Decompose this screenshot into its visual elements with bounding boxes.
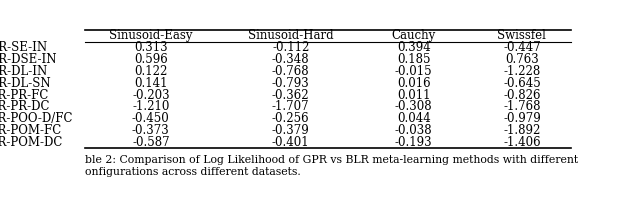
Text: ble 2: Comparison of Log Likelihood of GPR vs BLR meta-learning methods with dif: ble 2: Comparison of Log Likelihood of G…	[85, 155, 578, 177]
